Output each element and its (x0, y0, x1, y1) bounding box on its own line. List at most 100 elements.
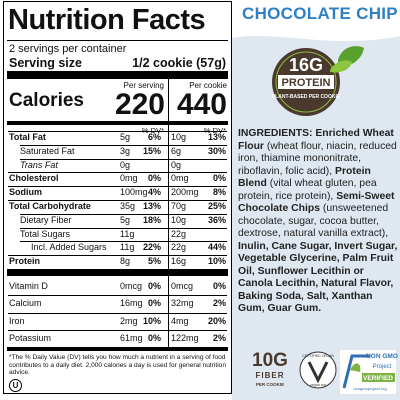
ingredient-segment: INGREDIENTS: Enriched Wheat Flour (238, 128, 394, 152)
nutrient-row: Iron 2mg 10% 4mg 20% (8, 312, 227, 330)
row-rule (20, 144, 227, 146)
serving-amount: 11g (120, 242, 135, 253)
nutrient-name: Total Fat (9, 132, 46, 142)
calories-cookie: 440 (176, 88, 227, 121)
ingredient-segment: (vital wheat gluten, pea protein, rice p… (238, 178, 377, 202)
nutrient-row: Dietary Fiber 5g 18% 10g 36% (8, 213, 227, 228)
protein-label-bg (278, 75, 334, 89)
cookie-amount: 6g (171, 145, 182, 156)
nongmo-top: NON GMO (366, 353, 398, 360)
nutrient-name: Potassium (9, 333, 52, 344)
nutrient-row: Potassium 61mg 0% 122mg 2% (8, 330, 227, 347)
serving-dv: 10% (142, 315, 161, 326)
nutrient-row: Protein 8g 5% 16g 10% (8, 255, 227, 269)
ingredients: INGREDIENTS: Enriched Wheat Flour (wheat… (238, 128, 398, 316)
cookie-dv: 20% (207, 315, 226, 326)
serving-dv: 0% (147, 173, 161, 184)
nutrient-name: Calcium (9, 298, 42, 309)
serving-amount: 35g (120, 201, 136, 211)
nutrient-name: Saturated Fat (20, 145, 75, 156)
row-rule (8, 295, 227, 297)
nongmo-middle: Project (373, 364, 392, 370)
nutrient-name: Total Carbohydrate (9, 201, 91, 211)
nongmo-url: nongmoproject.org (353, 386, 386, 391)
nutrient-name: Iron (9, 315, 25, 326)
cookie-amount: 4mg (171, 315, 189, 326)
nutrient-row: Calcium 16mg 0% 32mg 2% (8, 295, 227, 312)
calories-label: Calories (9, 90, 84, 111)
vegan-v (307, 361, 329, 384)
cookie-dv: 30% (207, 145, 226, 156)
thick-rule (7, 269, 228, 276)
serving-dv: 18% (142, 214, 161, 225)
serving-amount: 2mg (120, 315, 138, 326)
cookie-dv: 2% (212, 298, 226, 309)
nongmo-leaf (350, 363, 361, 372)
serving-dv: 5% (147, 256, 161, 267)
vegan-bottom: vegan.org (310, 383, 326, 387)
serving-dv: 13% (142, 201, 161, 211)
column-header: Per cookie (189, 81, 227, 90)
ingredient-segment: Protein Blend (238, 165, 371, 190)
row-rule (8, 186, 227, 188)
row-rule (8, 131, 227, 132)
ingredient-segment: (wheat flour, niacin, reduced iron, thia… (238, 140, 397, 177)
serving-amount: 11g (120, 228, 135, 239)
cookie-dv: 25% (207, 201, 226, 211)
nutrient-name: Total Sugars (20, 228, 71, 239)
cookie-dv: 13% (207, 132, 226, 142)
row-rule (8, 172, 227, 174)
serving-size-value: 1/2 cookie (57g) (132, 56, 226, 70)
serving-amount: 5g (120, 214, 131, 225)
cookie-amount: 122mg (171, 333, 199, 344)
protein-label: PROTEIN (282, 77, 331, 89)
protein-badge-ring (275, 51, 337, 113)
ingredient-segment: Semi-Sweet Chocolate Chips (238, 190, 395, 215)
nutrient-name: Sodium (9, 187, 42, 198)
nutrient-name: Dietary Fiber (20, 214, 72, 225)
cookie-amount: 10g (171, 132, 187, 142)
cookie-dv: 36% (207, 214, 226, 225)
fiber-label: FIBER (256, 371, 285, 380)
fiber-sub: PER COOKIE (256, 382, 284, 387)
label-title: Nutrition Facts (8, 4, 206, 36)
rule (7, 40, 228, 41)
blue-wave (232, 36, 400, 400)
serving-amount: 3g (120, 145, 131, 156)
cookie-amount: 200mg (171, 187, 199, 198)
vegan-badge (299, 351, 337, 389)
nutrient-row: Total Sugars 11g 22g (8, 227, 227, 242)
row-rule (8, 255, 227, 257)
row-rule (20, 241, 227, 243)
dv-header: % DV* (204, 126, 226, 135)
ingredient-segment: (unsweetened chocolate, sugar, cocoa but… (238, 203, 389, 239)
nutrient-name: Trans Fat (20, 159, 58, 170)
column-header: Per serving (123, 81, 164, 90)
serving-dv: 0% (147, 298, 161, 309)
vegan-top: CERTIFIED VEGAN (302, 354, 334, 358)
ingredient-segment: Inulin, Cane Sugar, Invert Sugar, Vegeta… (238, 240, 398, 315)
serving-amount: 0mcg (120, 281, 143, 291)
nutrient-name: Vitamin D (9, 281, 48, 291)
nutrient-row: Vitamin D 0mcg 0% 0mcg 0% (8, 278, 227, 295)
nutrient-name: Protein (9, 256, 41, 267)
cookie-amount: 10g (171, 214, 187, 225)
medium-rule (7, 121, 228, 125)
serving-dv: 22% (142, 242, 161, 253)
row-rule (20, 158, 227, 160)
nutrient-row: Trans Fat 0g 0g (8, 158, 227, 173)
row-rule (20, 213, 227, 215)
cookie-amount: 0mg (171, 173, 189, 184)
cookie-dv: 44% (207, 242, 226, 253)
nutrient-name: Incl. Added Sugars (31, 242, 107, 253)
nongmo-verified: VERIFIED (363, 375, 393, 382)
cookie-dv: 0% (212, 281, 226, 291)
cookie-dv: 10% (207, 256, 226, 267)
serving-amount: 100mg (120, 187, 148, 198)
serving-dv: 0% (147, 281, 161, 291)
nutrition-facts: Nutrition Facts 2 servings per container… (3, 1, 232, 394)
row-rule (20, 227, 227, 229)
cookie-amount: 0mcg (171, 281, 194, 291)
